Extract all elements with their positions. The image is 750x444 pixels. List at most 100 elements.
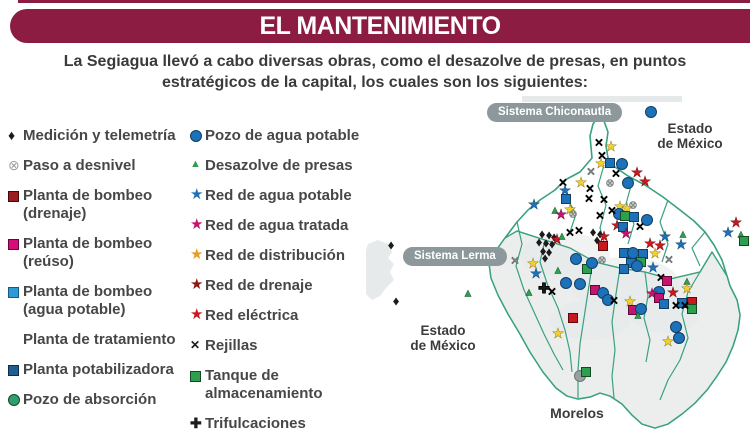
legend-label-line: Red de agua potable [205, 187, 352, 204]
star-icon: ★ [190, 216, 204, 233]
square-icon [8, 365, 19, 376]
map-marker-star-blue: ★ [658, 228, 672, 244]
map-marker-x-gray: ✕ [510, 255, 520, 268]
legend-symbol-cell: ✕ [190, 337, 205, 355]
map-marker-triangle-green: ▲ [556, 230, 568, 243]
diamond-icon: ♦ [8, 127, 16, 143]
map-marker-circlex-gray: ⊗ [568, 208, 578, 221]
legend-label-line: Trifulcaciones [205, 415, 306, 432]
map-marker-circle-blue [602, 294, 614, 306]
map-marker-star-blue: ★ [646, 259, 660, 275]
map-label-line: Morelos [550, 405, 604, 421]
legend-label-line: Pozo de agua potable [205, 127, 360, 144]
map-marker-circle-blue [673, 332, 685, 344]
map-marker-diamond-black: ♦ [589, 225, 597, 239]
legend-label: Planta de bombeo (reúso) [23, 235, 152, 271]
legend-label-line: Rejillas [205, 337, 258, 354]
legend-symbol-cell: ★ [190, 247, 205, 265]
circle-icon [190, 130, 202, 142]
map-marker-x-black: ✕ [671, 300, 681, 313]
legend-item-trifulcaciones: ✚ Trifulcaciones [190, 415, 372, 433]
map-marker-star-yellow: ★ [574, 174, 588, 190]
map-marker-star-red: ★ [550, 231, 564, 247]
legend-symbol-cell [190, 127, 205, 145]
legend-item-pozo-de-absorcion: Pozo de absorción [8, 391, 190, 409]
legend-label-line: (agua potable) [23, 301, 126, 318]
legend-item-planta-de-bombeo-reuso: Planta de bombeo (reúso) [8, 235, 190, 271]
legend-label-line: Planta potabilizadora [23, 361, 174, 378]
map-marker-circle-blue [645, 106, 657, 118]
map-pill-sistema-chiconautla: Sistema Chiconautla [487, 103, 623, 122]
legend-symbol-cell [8, 235, 23, 271]
map-marker-x-black: ✕ [607, 205, 617, 218]
map-marker-circle-blue [570, 253, 582, 265]
legend-symbol-cell: ⊗ [8, 157, 23, 175]
map-label-line: de México [410, 338, 476, 353]
map-marker-circlex-gray: ⊗ [605, 177, 615, 190]
map-marker-circle-blue [586, 257, 598, 269]
map-marker-star-blue: ★ [527, 196, 541, 212]
legend-label: Tanque de almacenamiento [205, 367, 323, 403]
legend-item-planta-de-tratamiento: Planta de tratamiento [8, 331, 190, 349]
legend-label-line: Paso a desnivel [23, 157, 136, 174]
map-label-estado-de-mexico-oeste: Estado de México [403, 323, 483, 353]
map-marker-square-red [598, 241, 608, 251]
map-marker-x-gray: ✕ [664, 254, 674, 267]
legend-symbol-cell: ★ [190, 187, 205, 205]
square-icon [8, 287, 19, 298]
map-marker-star-magenta: ★ [554, 206, 568, 222]
map-marker-circle-blue [631, 260, 643, 272]
intro-line-1: La Segiagua llevó a cabo diversas obras,… [63, 53, 687, 70]
legend-item-red-de-agua-potable: ★ Red de agua potable [190, 187, 372, 205]
legend-item-rejillas: ✕ Rejillas [190, 337, 372, 355]
map-marker-triangle-green: ▲ [681, 275, 693, 288]
map-marker-circle-blue [641, 214, 653, 226]
map-marker-diamond-black: ♦ [545, 245, 553, 259]
legend-item-medicion-y-telemetria: ♦ Medición y telemetría [8, 127, 190, 145]
legend-symbol-cell: ★ [190, 277, 205, 295]
map-marker-star-yellow: ★ [623, 293, 637, 309]
star-icon: ★ [190, 306, 204, 323]
map-marker-x-black: ✕ [611, 168, 621, 181]
map-label-line: Estado [420, 323, 466, 338]
map-marker-x-black: ✕ [635, 221, 645, 234]
legend-item-red-de-agua-tratada: ★ Red de agua tratada [190, 217, 372, 235]
map-marker-circlex-gray: ⊗ [597, 254, 607, 267]
legend-symbol-cell [8, 283, 23, 319]
legend-label: Planta de tratamiento [23, 331, 176, 349]
legend-label: Planta de bombeo (drenaje) [23, 187, 152, 223]
map-marker-x-black: ✕ [609, 295, 619, 308]
legend-symbol-cell: ★ [190, 217, 205, 235]
legend-item-pozo-de-agua-potable: Pozo de agua potable [190, 127, 372, 145]
map-marker-x-gray: ✕ [586, 166, 596, 179]
legend-label-line: Medición y telemetría [23, 127, 176, 144]
map-marker-star-yellow: ★ [680, 280, 694, 296]
legend-label-line: Planta de bombeo [23, 235, 153, 252]
legend-label: Red eléctrica [205, 307, 298, 325]
map-marker-plus-black: ✚ [538, 280, 550, 296]
map-marker-diamond-black: ♦ [538, 227, 546, 241]
legend-symbol-cell: ★ [190, 307, 205, 325]
lerma-area-shape [366, 240, 394, 300]
legend-label: Red de drenaje [205, 277, 313, 295]
header-top-rule [18, 0, 750, 3]
map-marker-square-green [687, 304, 697, 314]
legend-label: Planta potabilizadora [23, 361, 174, 379]
legend-item-red-de-distribucion: ★ Red de distribución [190, 247, 372, 265]
map-marker-circlex-gray: ⊗ [628, 199, 638, 212]
map-marker-star-yellow: ★ [604, 138, 618, 154]
map-marker-x-black: ✕ [574, 225, 584, 238]
map-marker-diamond-black: ♦ [535, 235, 543, 249]
legend-label-line: Planta de bombeo [23, 187, 153, 204]
legend-label: Pozo de absorción [23, 391, 156, 409]
page-title: EL MANTENIMIENTO [259, 11, 501, 40]
legend-label: Red de agua tratada [205, 217, 348, 235]
star-icon: ★ [190, 186, 204, 203]
legend-label-line: Red eléctrica [205, 307, 299, 324]
map-marker-circle-blue [574, 278, 586, 290]
legend-item-paso-a-desnivel: ⊗ Paso a desnivel [8, 157, 190, 175]
intro-line-2: estratégicos de la capital, los cuales s… [162, 73, 588, 91]
map-marker-star-blue: ★ [674, 236, 688, 252]
